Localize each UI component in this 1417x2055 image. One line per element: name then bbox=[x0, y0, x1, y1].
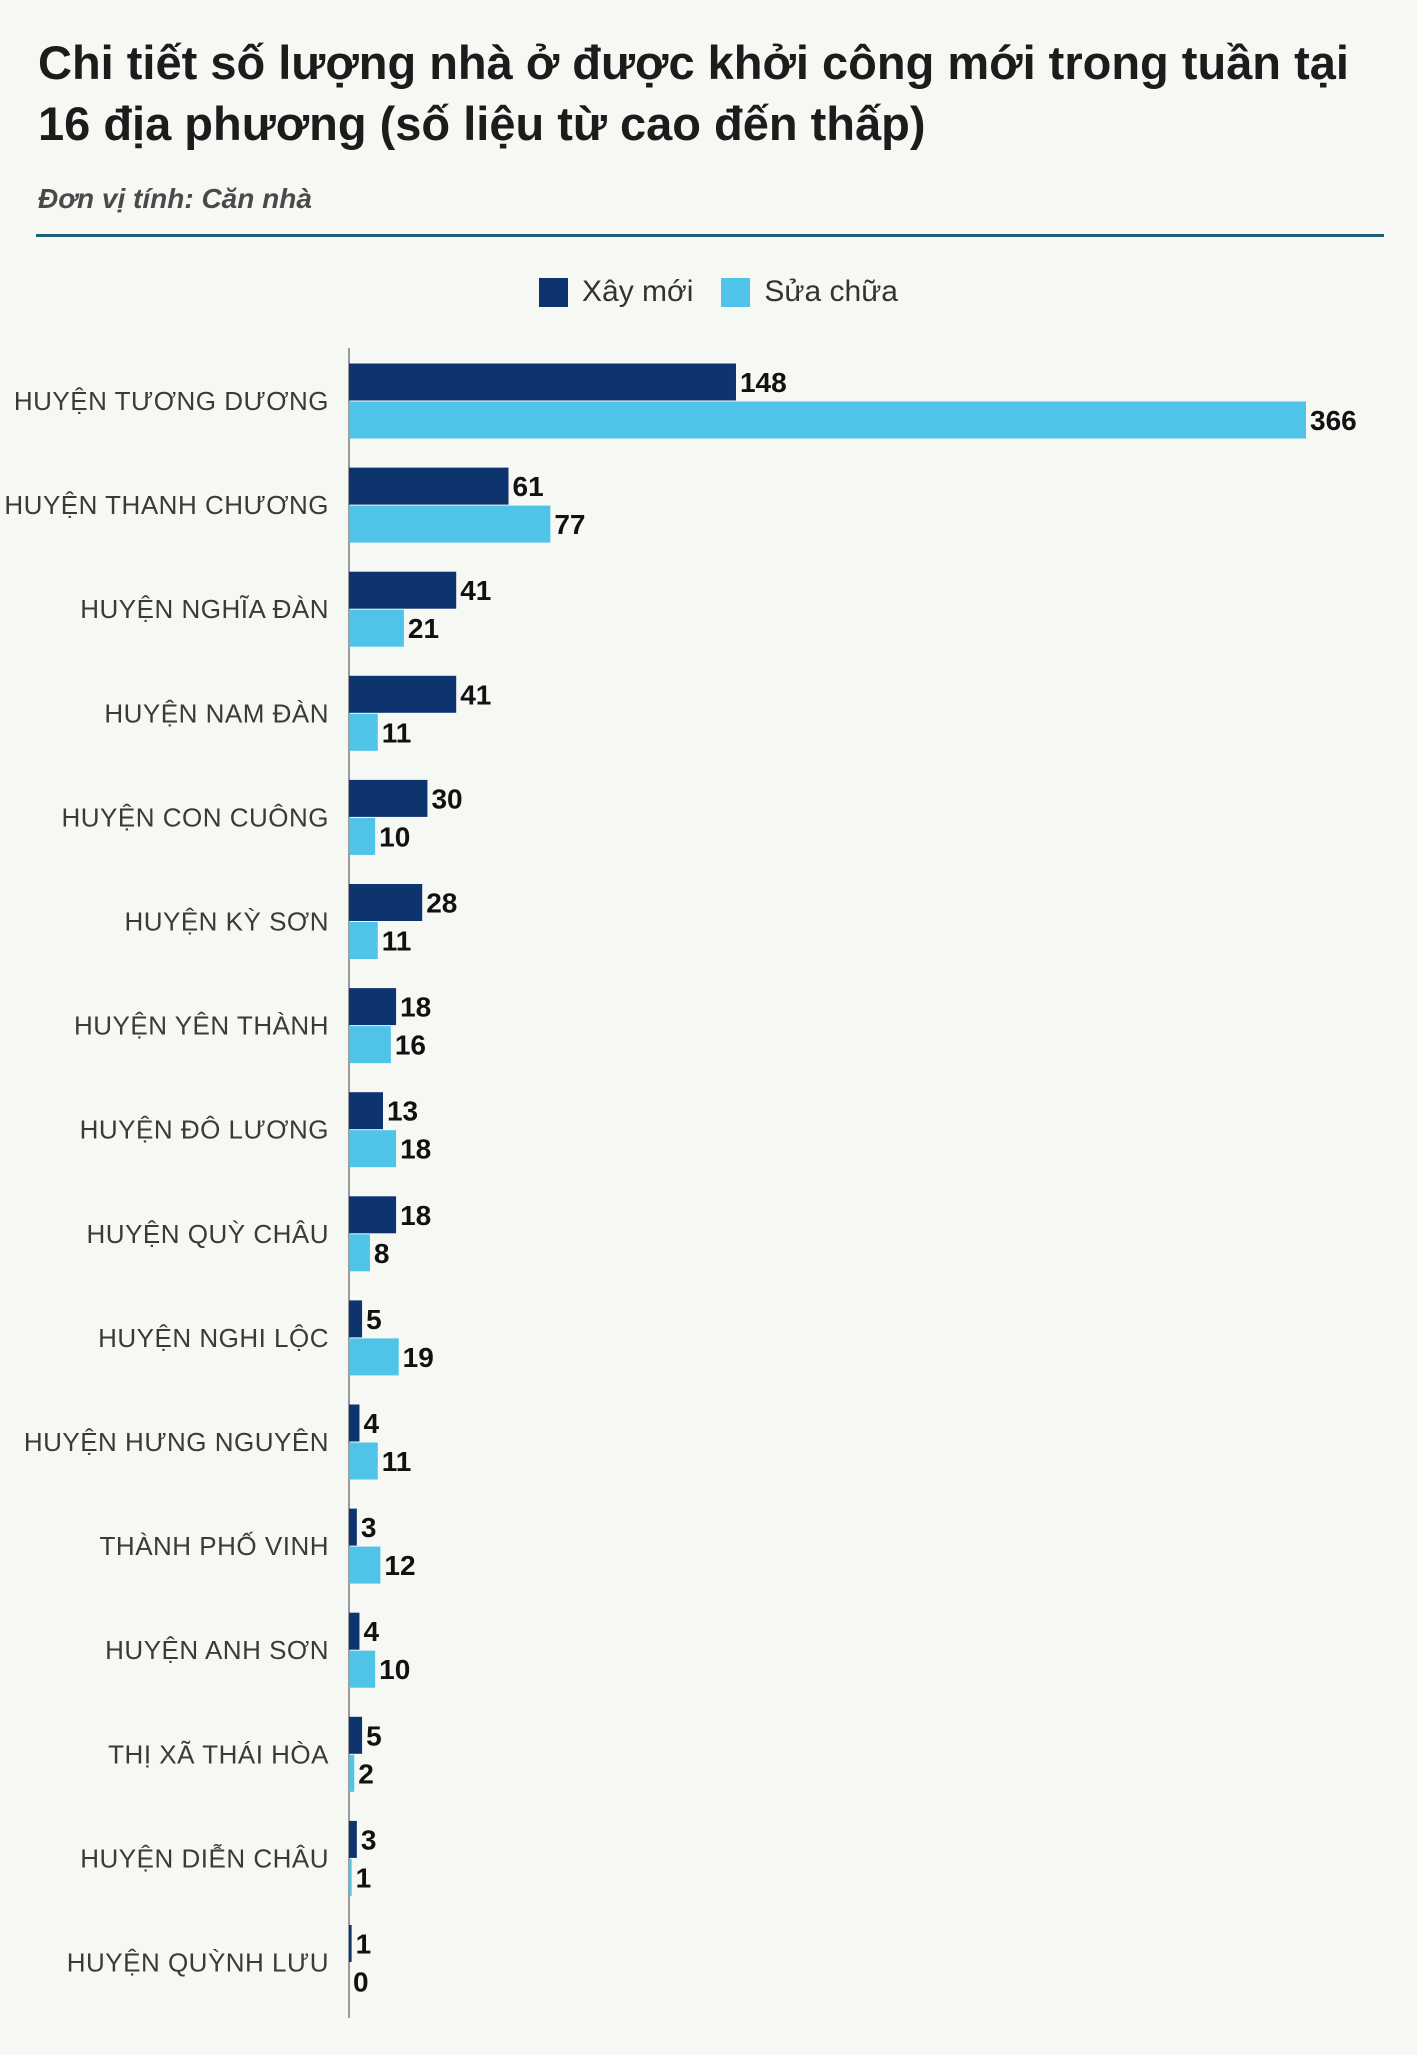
data-label: 3 bbox=[361, 1824, 377, 1855]
bar-repair bbox=[349, 1130, 397, 1168]
data-label: 41 bbox=[460, 679, 491, 710]
category-label: HUYỆN NGHI LỘC bbox=[98, 1323, 329, 1353]
data-label: 366 bbox=[1310, 405, 1357, 436]
chart-legend: Xây mới Sửa chữa bbox=[0, 270, 1417, 314]
legend-label-new-build: Xây mới bbox=[582, 275, 694, 308]
data-label: 4 bbox=[363, 1616, 379, 1647]
bar-new-build bbox=[349, 1196, 397, 1234]
legend-label-repair: Sửa chữa bbox=[764, 275, 898, 308]
category-label: HUYỆN QUỲ CHÂU bbox=[87, 1219, 329, 1249]
bar-repair bbox=[349, 1546, 381, 1584]
bar-new-build bbox=[349, 571, 457, 609]
bar-new-build bbox=[349, 467, 509, 505]
category-label: HUYỆN KỲ SƠN bbox=[124, 907, 329, 937]
category-label: HUYỆN QUỲNH LƯU bbox=[67, 1948, 329, 1978]
category-label: HUYỆN NAM ĐÀN bbox=[104, 698, 329, 728]
data-label: 41 bbox=[460, 575, 491, 606]
data-label: 11 bbox=[382, 1446, 412, 1477]
data-label: 30 bbox=[431, 783, 462, 814]
bar-repair bbox=[349, 1026, 391, 1064]
bar-repair bbox=[349, 1754, 355, 1792]
bar-new-build bbox=[349, 675, 457, 713]
bar-repair bbox=[349, 1858, 352, 1896]
bar-new-build bbox=[349, 1092, 383, 1130]
bar-new-build bbox=[349, 884, 423, 921]
bar-new-build bbox=[349, 1300, 363, 1338]
data-label: 1 bbox=[356, 1862, 372, 1893]
bar-new-build bbox=[349, 1612, 360, 1650]
header-divider bbox=[36, 234, 1384, 237]
category-label: HUYỆN CON CUÔNG bbox=[61, 802, 329, 832]
data-label: 18 bbox=[400, 992, 431, 1023]
category-label: HUYỆN ĐÔ LƯƠNG bbox=[80, 1115, 329, 1145]
bar-repair bbox=[349, 922, 378, 959]
data-label: 13 bbox=[387, 1096, 418, 1127]
data-label: 10 bbox=[379, 821, 410, 852]
category-label: HUYỆN YÊN THÀNH bbox=[74, 1011, 329, 1041]
data-label: 4 bbox=[363, 1408, 379, 1439]
bar-repair bbox=[349, 1442, 378, 1480]
bar-repair bbox=[349, 401, 1306, 439]
bar-new-build bbox=[349, 1404, 360, 1442]
category-label: THỊ XÃ THÁI HÒA bbox=[108, 1739, 329, 1769]
bar-new-build bbox=[349, 1508, 357, 1546]
data-label: 21 bbox=[408, 613, 439, 644]
category-label: HUYỆN DIỄN CHÂU bbox=[80, 1843, 329, 1873]
chart-title: Chi tiết số lượng nhà ở được khởi công m… bbox=[38, 36, 1349, 150]
data-label: 18 bbox=[400, 1200, 431, 1231]
legend-item-new-build: Xây mới bbox=[539, 275, 693, 309]
data-label: 18 bbox=[400, 1134, 431, 1165]
category-label: HUYỆN TƯƠNG DƯƠNG bbox=[14, 386, 329, 416]
bar-new-build bbox=[349, 1820, 357, 1858]
data-label: 19 bbox=[403, 1342, 434, 1373]
bar-new-build bbox=[349, 779, 428, 817]
data-label: 3 bbox=[361, 1512, 377, 1543]
legend-swatch-new-build bbox=[539, 277, 569, 307]
bar-new-build bbox=[349, 988, 397, 1026]
data-label: 11 bbox=[382, 926, 412, 957]
bar-repair bbox=[349, 505, 551, 543]
data-label: 77 bbox=[554, 509, 585, 540]
data-label: 2 bbox=[358, 1758, 374, 1789]
bar-repair bbox=[349, 1234, 370, 1272]
data-label: 11 bbox=[382, 717, 412, 748]
bar-new-build bbox=[349, 1925, 352, 1962]
data-label: 0 bbox=[353, 1967, 369, 1998]
bar-repair bbox=[349, 1338, 399, 1376]
category-label: THÀNH PHỐ VINH bbox=[100, 1531, 329, 1561]
data-label: 12 bbox=[384, 1550, 415, 1581]
bar-new-build bbox=[349, 1716, 363, 1754]
bar-repair bbox=[349, 609, 404, 647]
data-label: 16 bbox=[395, 1030, 426, 1061]
legend-swatch-repair bbox=[721, 277, 751, 307]
data-label: 5 bbox=[366, 1304, 382, 1335]
legend-item-repair: Sửa chữa bbox=[721, 275, 898, 309]
category-label: HUYỆN NGHĨA ĐÀN bbox=[80, 594, 329, 624]
category-label: HUYỆN HƯNG NGUYÊN bbox=[24, 1427, 329, 1457]
data-label: 10 bbox=[379, 1654, 410, 1685]
chart-unit-note: Đơn vị tính: Căn nhà bbox=[38, 183, 312, 214]
bar-repair bbox=[349, 713, 378, 751]
data-label: 28 bbox=[426, 888, 457, 919]
bar-new-build bbox=[349, 363, 736, 401]
category-label: HUYỆN ANH SƠN bbox=[105, 1635, 329, 1665]
data-label: 61 bbox=[513, 471, 544, 502]
category-label: HUYỆN THANH CHƯƠNG bbox=[4, 490, 329, 520]
data-label: 1 bbox=[356, 1929, 372, 1960]
bar-repair bbox=[349, 817, 376, 855]
data-label: 5 bbox=[366, 1720, 382, 1751]
data-label: 8 bbox=[374, 1238, 390, 1269]
bar-repair bbox=[349, 1650, 376, 1688]
data-label: 148 bbox=[740, 367, 787, 398]
